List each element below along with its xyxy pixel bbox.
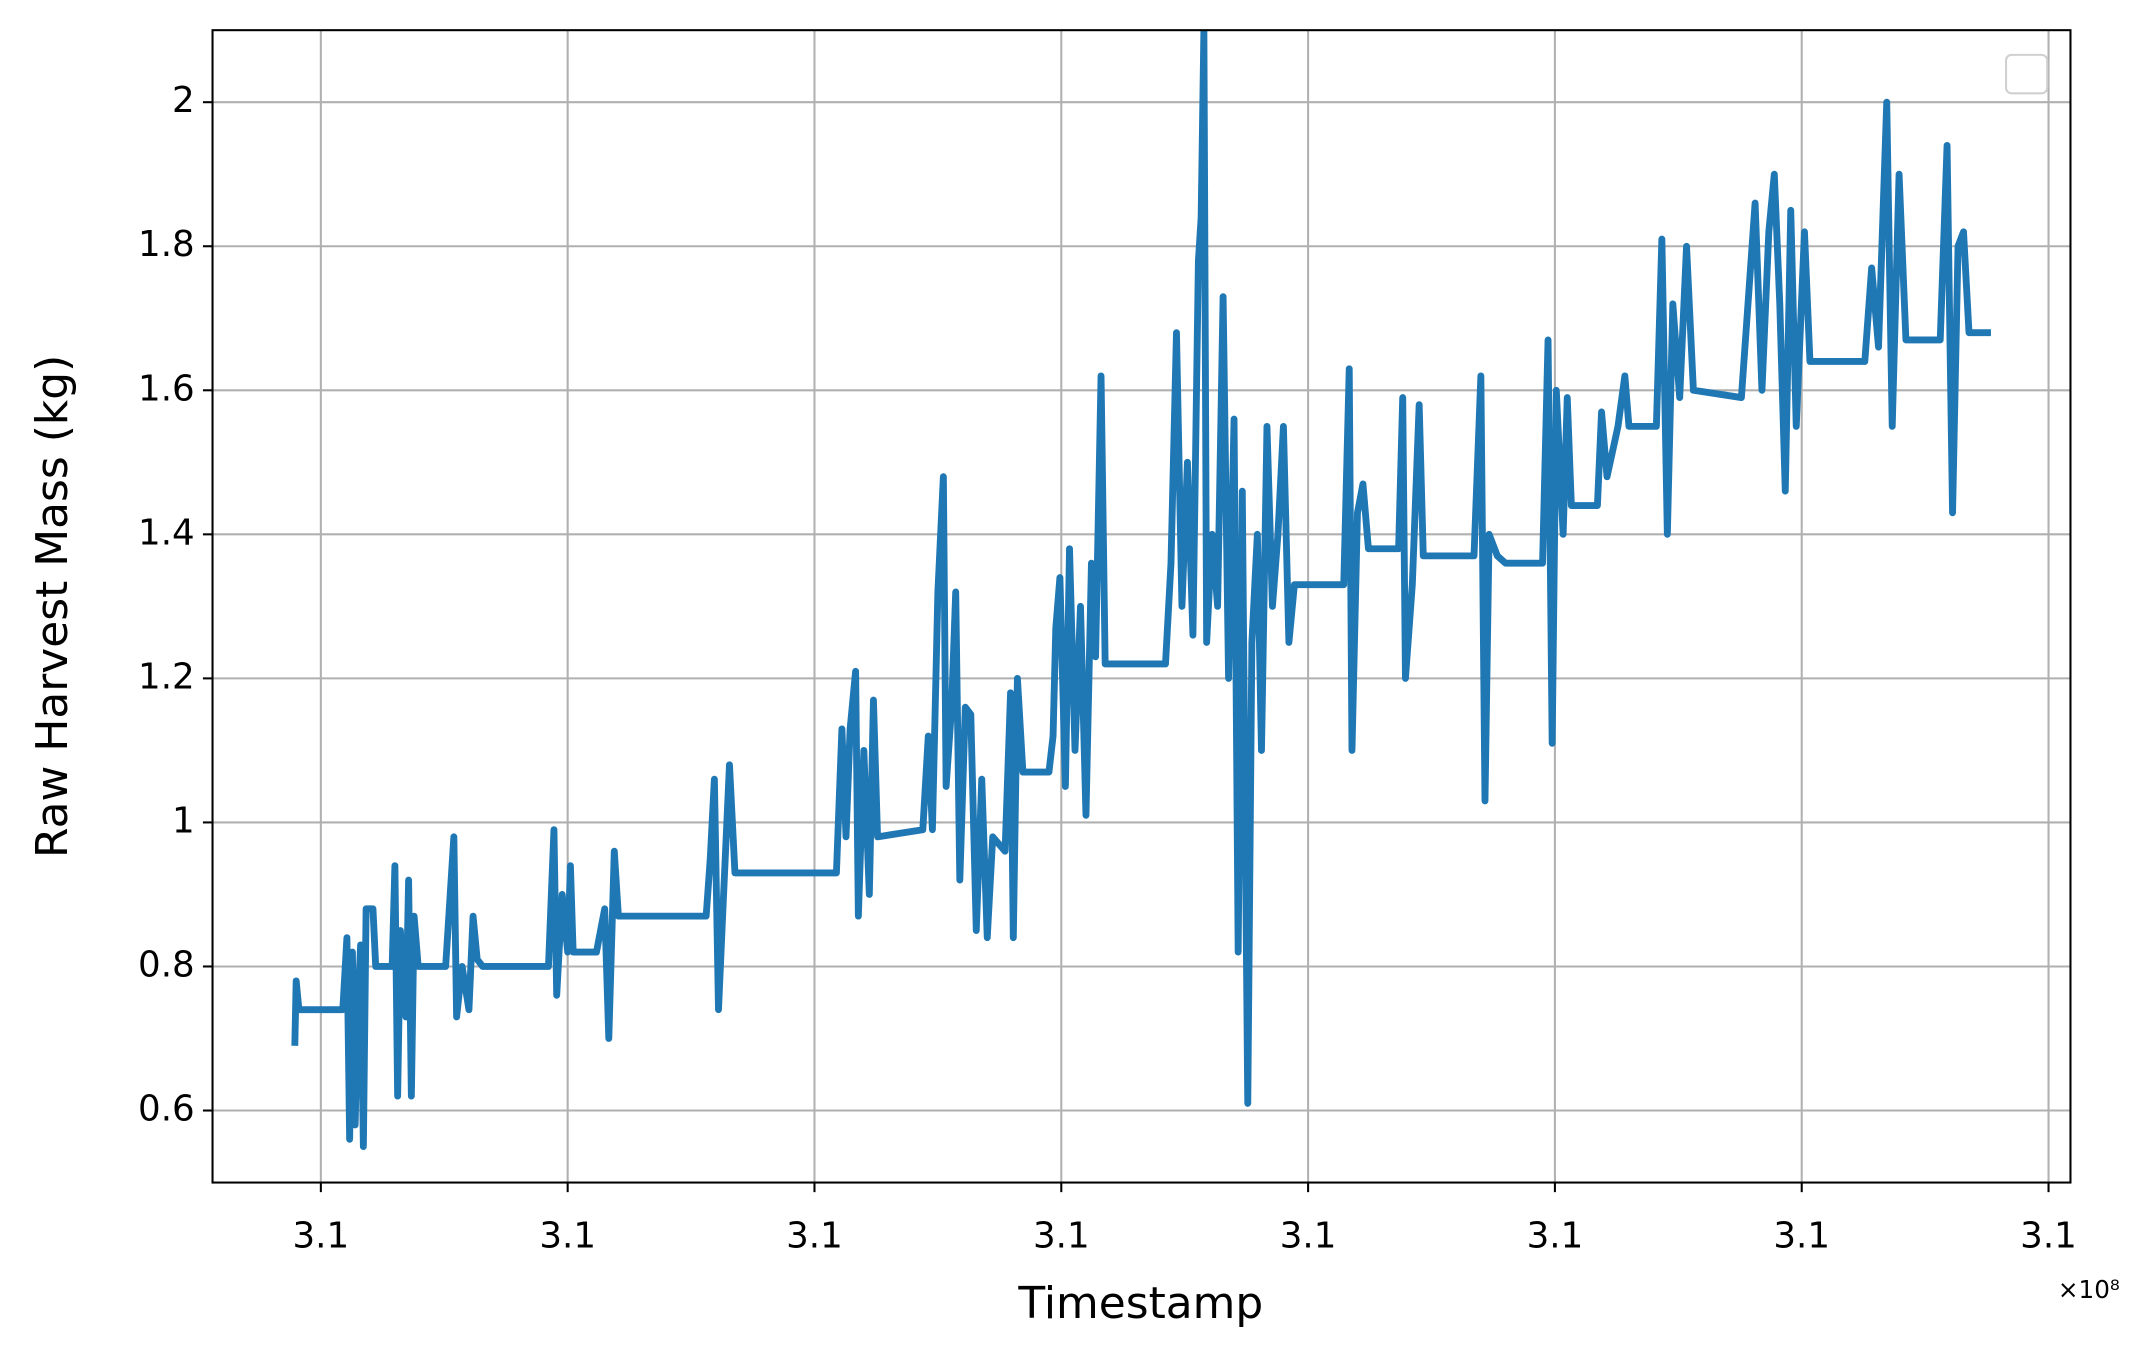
legend	[2004, 53, 2049, 95]
x-tick-label: 3.1	[293, 1215, 350, 1256]
x-tick-label: 3.1	[1033, 1215, 1090, 1256]
data-line	[291, 30, 1991, 1151]
y-tick-label: 0.6	[138, 1089, 195, 1130]
x-tick-label: 3.1	[539, 1215, 596, 1256]
y-tick-label: 1.4	[138, 512, 195, 553]
x-tick-label: 3.1	[1773, 1215, 1830, 1256]
x-axis-label: Timestamp	[1017, 1278, 1263, 1329]
y-tick-label: 0.8	[138, 944, 195, 985]
y-tick-label: 1.6	[138, 368, 195, 409]
plot-frame	[211, 29, 2072, 1184]
y-tick-label: 1.2	[138, 656, 195, 697]
y-tick-label: 2	[172, 80, 195, 121]
y-tick-label: 1	[172, 800, 195, 841]
x-offset-label: ×10⁸	[2058, 1275, 2120, 1304]
x-tick-label: 3.1	[786, 1215, 843, 1256]
x-tick-label: 3.1	[2020, 1215, 2077, 1256]
y-tick-label: 1.8	[138, 224, 195, 265]
y-axis-label: Raw Harvest Mass (kg)	[27, 355, 78, 858]
x-tick-label: 3.1	[1527, 1215, 1584, 1256]
x-tick-label: 3.1	[1280, 1215, 1337, 1256]
